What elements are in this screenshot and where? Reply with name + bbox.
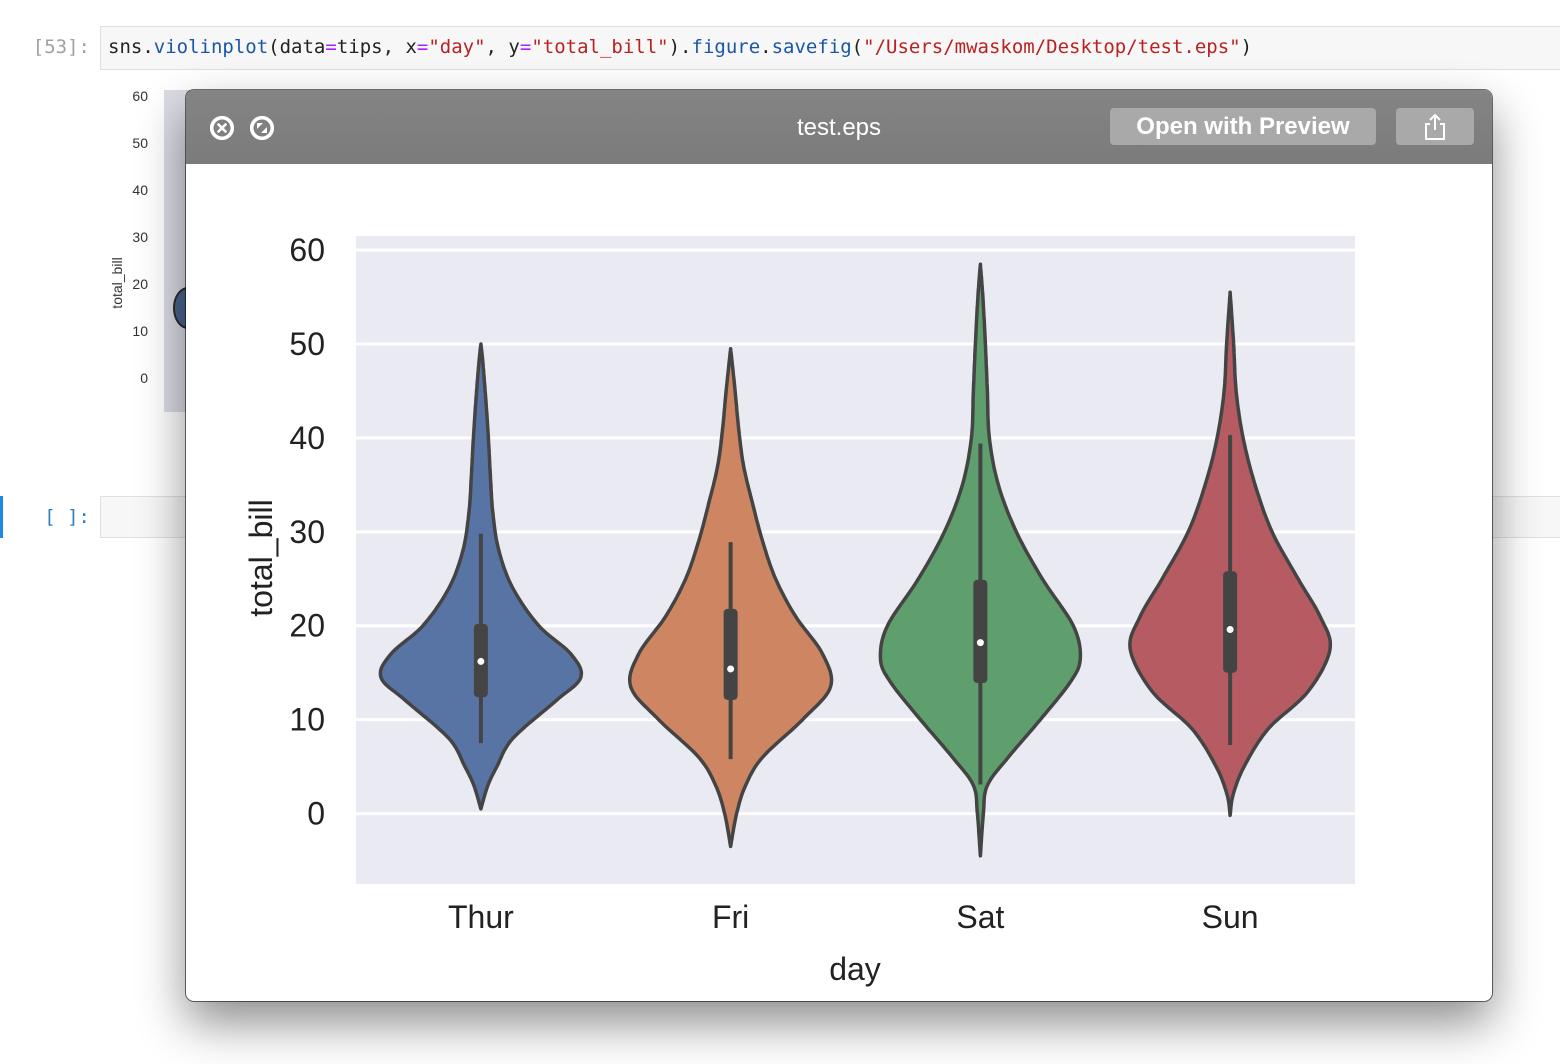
violin-iqr-box bbox=[1223, 571, 1238, 673]
violin-thur bbox=[378, 342, 584, 811]
y-axis-label: total_bill bbox=[243, 499, 279, 616]
code-token: , y bbox=[485, 36, 520, 58]
share-icon bbox=[1425, 113, 1445, 140]
violin-sat bbox=[878, 262, 1083, 858]
background-tick: 40 bbox=[132, 182, 148, 198]
code-token-method: savefig bbox=[771, 36, 852, 58]
background-ylabel: total_bill bbox=[109, 257, 125, 308]
open-with-preview-button[interactable]: Open with Preview bbox=[1110, 108, 1376, 145]
y-tick-label: 60 bbox=[289, 232, 325, 268]
active-cell-marker bbox=[0, 496, 3, 538]
violin-iqr-box bbox=[973, 579, 988, 684]
close-button[interactable] bbox=[210, 116, 234, 140]
close-icon bbox=[210, 116, 234, 140]
code-token: sns. bbox=[108, 36, 154, 58]
fullscreen-icon bbox=[250, 116, 274, 140]
background-tick: 0 bbox=[140, 370, 148, 386]
violin-chart: 0 10 20 30 40 50 60 Thur Fri Sat Sun day total_bi… bbox=[243, 232, 1355, 987]
violin-fri bbox=[627, 346, 834, 849]
background-tick: 60 bbox=[132, 88, 148, 104]
cell-prompt-empty: [ ]: bbox=[44, 506, 90, 528]
code-token-operator: = bbox=[325, 36, 337, 58]
x-tick-label: Thur bbox=[448, 899, 514, 935]
code-token: . bbox=[760, 36, 772, 58]
share-button[interactable] bbox=[1396, 108, 1474, 145]
code-token-operator: = bbox=[416, 36, 429, 58]
x-tick-label: Sat bbox=[956, 899, 1004, 935]
violins bbox=[378, 262, 1333, 858]
code-line: sns.violinplot(data=tips, x="day", y="to… bbox=[108, 36, 1252, 58]
y-tick-label: 50 bbox=[289, 326, 325, 362]
cell-prompt-executed: [53]: bbox=[32, 36, 90, 58]
code-token: (data bbox=[268, 36, 326, 58]
violin-median-dot bbox=[976, 639, 984, 647]
x-tick-label: Fri bbox=[712, 899, 749, 935]
y-tick-label: 0 bbox=[307, 796, 325, 832]
y-tick-label: 20 bbox=[289, 608, 325, 644]
code-token: ) bbox=[1240, 36, 1253, 58]
background-tick: 50 bbox=[132, 135, 148, 151]
quicklook-window: test.eps Open with Preview 0 10 20 30 40 50 60… bbox=[186, 90, 1492, 1001]
x-axis-label: day bbox=[829, 951, 881, 987]
violin-median-dot bbox=[727, 665, 735, 673]
code-cell-violinplot[interactable]: sns.violinplot(data=tips, x="day", y="to… bbox=[100, 26, 1560, 70]
code-token-attribute: figure bbox=[691, 36, 761, 58]
code-token-operator: = bbox=[519, 36, 532, 58]
background-tick: 20 bbox=[132, 276, 148, 292]
window-title: test.eps bbox=[796, 114, 882, 141]
code-token: ). bbox=[668, 36, 692, 58]
violin-median-dot bbox=[1226, 625, 1234, 633]
code-token-function: violinplot bbox=[153, 36, 269, 58]
background-tick: 10 bbox=[132, 323, 148, 339]
fullscreen-button[interactable] bbox=[250, 116, 274, 140]
x-tick-labels: Thur Fri Sat Sun bbox=[448, 899, 1259, 935]
code-token: tips, x bbox=[336, 36, 417, 58]
code-token-string: "day" bbox=[428, 36, 486, 58]
violin-sun bbox=[1128, 290, 1333, 818]
violin-iqr-box bbox=[723, 608, 738, 700]
y-tick-labels: 0 10 20 30 40 50 60 bbox=[289, 232, 325, 831]
x-tick-label: Sun bbox=[1202, 899, 1259, 935]
violin-median-dot bbox=[477, 657, 485, 665]
code-token-string: "/Users/mwaskom/Desktop/test.eps" bbox=[863, 36, 1241, 58]
y-tick-label: 30 bbox=[289, 514, 325, 550]
code-token-string: "total_bill" bbox=[531, 36, 669, 58]
quicklook-titlebar[interactable]: test.eps Open with Preview bbox=[186, 90, 1492, 164]
y-tick-label: 40 bbox=[289, 420, 325, 456]
y-tick-label: 10 bbox=[289, 702, 325, 738]
background-tick: 30 bbox=[132, 229, 148, 245]
code-token: ( bbox=[851, 36, 864, 58]
